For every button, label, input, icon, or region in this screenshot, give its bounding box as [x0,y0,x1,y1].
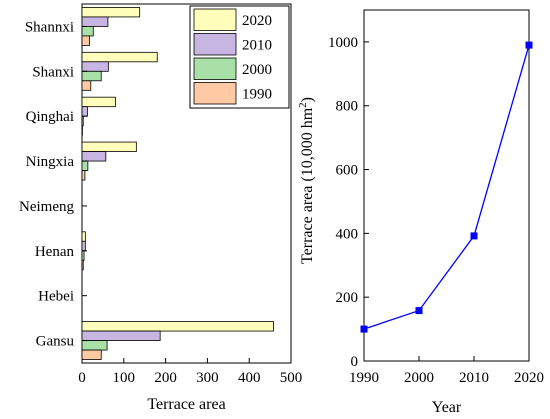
bar [81,151,107,162]
line-chart-y-axis-title-superscript: 2 [297,102,309,108]
bar-chart-x-axis-title: Terrace area [147,396,225,413]
y-tick-label: 600 [336,163,359,179]
line-chart-y-axis-title-main: Terrace area (10,000 hm [299,107,316,264]
category-label: Hebei [38,289,74,305]
x-tick-label: 400 [238,370,261,386]
bar [81,16,109,27]
bar [81,80,92,91]
bar [81,7,141,18]
legend-swatch [193,57,237,80]
bar [81,26,94,37]
category-label: Gansu [36,334,75,350]
bar-chart: 0 100 200 300 400 500 Shannxi Shanxi Qinghai Nin… [19,3,302,413]
legend-swatch [193,8,237,31]
x-tick-label: 2020 [514,370,544,386]
x-tick-label: 200 [154,370,177,386]
y-tick-label: 400 [336,226,359,242]
x-tick-label: 2010 [459,370,489,386]
bar [81,106,88,117]
x-tick-label: 1990 [349,370,379,386]
bar [81,35,90,46]
bar [81,51,158,63]
line-chart-frame [363,9,530,362]
category-label: Shanxi [32,64,74,80]
data-point-marker [525,41,533,49]
y-tick-label: 800 [336,99,359,115]
bar-chart-legend: 2020 2010 2000 1990 [189,5,290,109]
bar [81,250,85,261]
bar [81,70,102,82]
legend-label: 2000 [242,62,272,78]
bar-chart-bars [81,7,274,360]
bar-chart-category-labels: Shannxi Shanxi Qinghai Ningxia Neimeng Henan H… [19,19,87,350]
bar [81,349,102,360]
data-point-marker [470,232,478,240]
line-chart-y-axis-title-end: ) [299,97,316,102]
bar [81,321,274,332]
bar [81,340,108,351]
bar [81,141,137,152]
x-tick-label: 100 [113,370,136,386]
x-tick-label: 0 [78,370,86,386]
bar [81,170,86,181]
line-chart-ticks: 1990 2000 2010 2020 0 200 400 600 800 1000 [328,35,544,386]
bar-chart-x-ticks: 0 100 200 300 400 500 [78,358,302,386]
x-tick-label: 2000 [404,370,434,386]
category-label: Qinghai [26,109,74,125]
bar [81,259,84,271]
line-chart-series [360,41,533,333]
data-point-marker [360,325,368,333]
bar [81,240,86,252]
bar [81,96,116,108]
legend-swatch [193,82,237,105]
data-point-marker [415,307,423,315]
y-tick-label: 1000 [328,35,358,51]
category-label: Neimeng [19,199,74,215]
line-chart: 1990 2000 2010 2020 0 200 400 600 800 1000 Year T… [297,9,544,416]
y-tick-label: 0 [351,354,359,370]
line-chart-x-axis-title: Year [432,399,462,416]
bar [81,160,89,171]
legend-label: 1990 [242,87,272,103]
bar [81,231,86,242]
line-chart-y-axis-title: Terrace area (10,000 hm2) [297,97,316,264]
x-tick-label: 300 [196,370,219,386]
bar [81,61,109,72]
category-label: Henan [35,244,75,260]
bar [81,330,161,341]
category-label: Ningxia [26,154,75,170]
bar [81,115,84,127]
legend-label: 2020 [242,13,272,29]
legend-swatch [193,33,237,56]
category-label: Shannxi [25,19,74,35]
x-tick-label: 500 [280,370,303,386]
bar-chart-frame [81,3,292,364]
legend-label: 2010 [242,38,272,54]
series-line [363,44,530,330]
y-tick-label: 200 [336,290,359,306]
